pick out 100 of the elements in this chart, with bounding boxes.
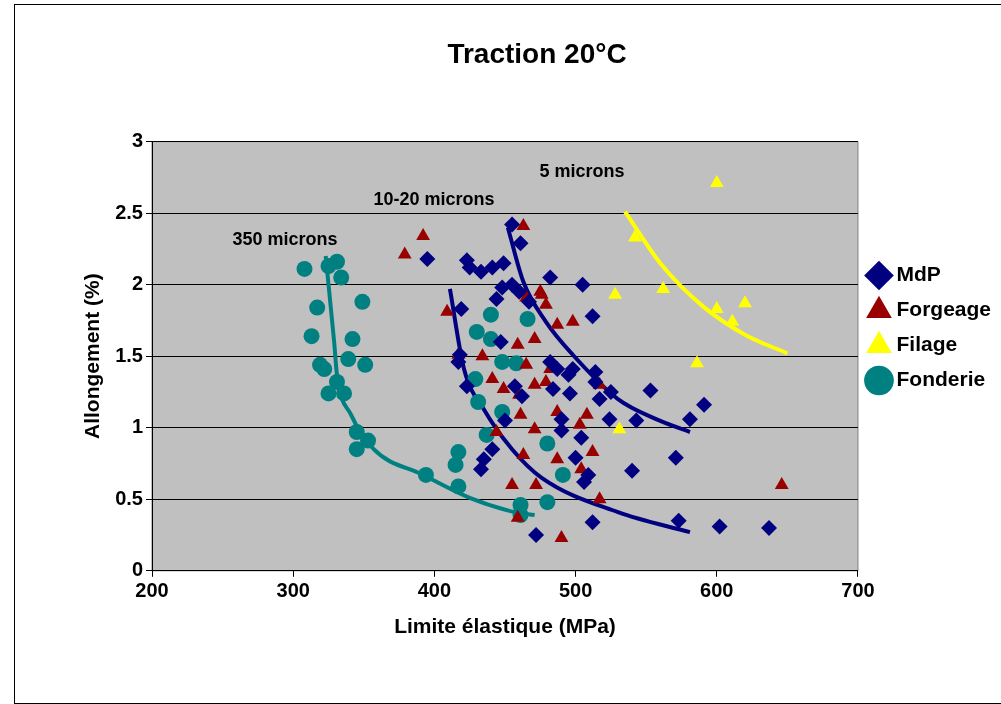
point	[520, 293, 537, 310]
point	[496, 381, 511, 394]
point	[574, 276, 591, 293]
x-tick-label: 400	[417, 579, 452, 602]
point	[539, 373, 553, 386]
point	[416, 228, 431, 241]
point	[357, 356, 374, 373]
point	[584, 308, 601, 325]
point	[508, 355, 525, 372]
point	[527, 376, 542, 389]
point	[333, 269, 350, 286]
point	[561, 385, 578, 402]
x-tick-label: 600	[700, 579, 734, 602]
point	[475, 348, 490, 361]
point	[510, 336, 525, 349]
legend-label: MdP	[896, 262, 941, 286]
point	[450, 444, 467, 461]
point	[572, 416, 587, 429]
y-axis-title: Allongement (%)	[80, 273, 104, 440]
point	[711, 518, 728, 535]
point	[354, 293, 371, 310]
point	[495, 255, 512, 272]
point	[709, 300, 724, 313]
point	[519, 311, 536, 327]
point	[458, 378, 475, 395]
point	[516, 446, 531, 459]
point	[417, 466, 434, 483]
point	[579, 406, 594, 419]
point	[360, 432, 377, 449]
x-tick-label: 300	[276, 579, 310, 602]
point	[667, 449, 684, 466]
point	[504, 216, 521, 233]
point	[528, 527, 545, 544]
point	[296, 260, 313, 277]
point	[592, 491, 607, 504]
x-tick-label: 200	[135, 579, 169, 602]
point	[492, 333, 509, 350]
point	[303, 328, 320, 345]
x-tick-label: 700	[841, 579, 875, 602]
point	[738, 295, 752, 308]
point	[447, 456, 464, 473]
point	[725, 313, 740, 326]
point	[527, 421, 542, 434]
point	[484, 259, 501, 276]
point	[397, 246, 412, 259]
point	[513, 388, 530, 405]
chart-title: Traction 20°C	[447, 37, 627, 69]
point	[670, 512, 687, 529]
y-tick-label: 1	[131, 415, 143, 438]
point	[550, 316, 565, 329]
point	[484, 441, 501, 458]
point	[496, 412, 513, 429]
point	[681, 411, 698, 428]
point	[513, 406, 528, 419]
point	[696, 396, 713, 413]
point	[494, 353, 511, 370]
y-tick-label: 2.5	[115, 200, 143, 223]
y-tick-label: 0	[131, 558, 143, 581]
point	[320, 385, 337, 402]
point	[545, 381, 561, 398]
annotation: 350 microns	[232, 228, 338, 249]
point	[344, 331, 361, 348]
point	[511, 283, 528, 300]
point	[472, 263, 489, 280]
point	[709, 175, 724, 188]
point	[585, 444, 600, 457]
line-series	[447, 286, 692, 535]
point	[628, 412, 645, 429]
point	[539, 435, 556, 452]
point	[642, 382, 659, 399]
point	[506, 378, 523, 395]
point	[601, 411, 618, 428]
y-tick-label: 0.5	[115, 486, 143, 509]
x-tick-label: 500	[558, 579, 593, 602]
point	[565, 313, 580, 326]
point	[624, 462, 641, 479]
y-tick-label: 2	[131, 272, 143, 295]
point	[519, 356, 534, 369]
point	[573, 429, 590, 446]
point	[542, 269, 559, 286]
point	[316, 361, 333, 378]
point	[336, 385, 353, 402]
point	[348, 424, 365, 441]
point	[690, 355, 704, 368]
legend-label: Filage	[896, 332, 958, 356]
annotation: 10-20 microns	[373, 188, 495, 209]
point	[761, 519, 778, 536]
point	[608, 286, 623, 299]
point	[309, 299, 326, 316]
point	[348, 441, 365, 458]
point	[489, 424, 504, 437]
point	[472, 461, 489, 478]
point	[478, 426, 495, 443]
point	[328, 253, 345, 270]
point	[584, 514, 601, 531]
point	[475, 451, 492, 468]
point	[516, 218, 531, 231]
point	[554, 466, 571, 483]
point	[468, 323, 485, 340]
point	[612, 421, 627, 434]
